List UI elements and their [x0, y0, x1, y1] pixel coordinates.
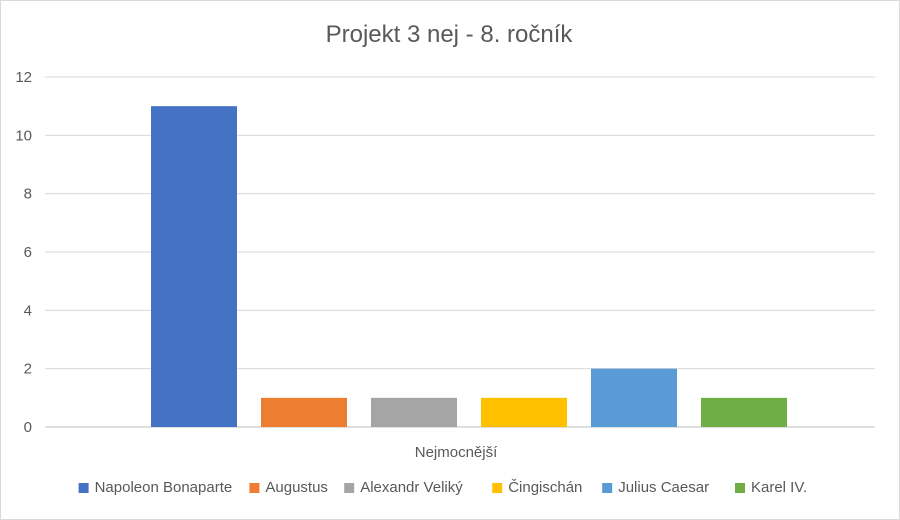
- bars: [151, 106, 787, 428]
- legend-swatch: [735, 483, 745, 493]
- y-tick-label: 6: [24, 244, 32, 261]
- x-category-label: Nejmocnější: [415, 444, 498, 461]
- legend-label: Čingischán: [508, 479, 582, 496]
- y-tick-label: 12: [15, 69, 32, 86]
- y-tick-label: 2: [24, 361, 32, 378]
- bar-1: [151, 106, 237, 428]
- bar-5: [591, 368, 677, 427]
- y-axis-ticks: 0 2 4 6 8 10 12: [15, 69, 32, 436]
- bar-3: [371, 397, 457, 427]
- bar-4: [481, 397, 567, 427]
- chart-title: Projekt 3 nej - 8. ročník: [326, 21, 574, 48]
- legend-label: Karel IV.: [751, 479, 807, 496]
- legend-label: Augustus: [265, 479, 328, 496]
- bar-6: [701, 397, 787, 427]
- legend-label: Napoleon Bonaparte: [95, 479, 233, 496]
- legend-label: Alexandr Veliký: [360, 479, 463, 496]
- y-tick-label: 0: [24, 419, 32, 436]
- legend-label: Julius Caesar: [618, 479, 709, 496]
- legend-swatch: [78, 483, 89, 493]
- y-tick-label: 8: [24, 186, 32, 203]
- bar-2: [261, 397, 347, 427]
- legend-swatch: [344, 483, 355, 493]
- y-tick-label: 4: [24, 302, 32, 319]
- legend-swatch: [492, 483, 503, 493]
- legend: Napoleon Bonaparte Augustus Alexandr Velik…: [78, 479, 807, 496]
- legend-swatch: [602, 483, 613, 493]
- legend-swatch: [249, 483, 260, 493]
- y-tick-label: 10: [15, 127, 32, 144]
